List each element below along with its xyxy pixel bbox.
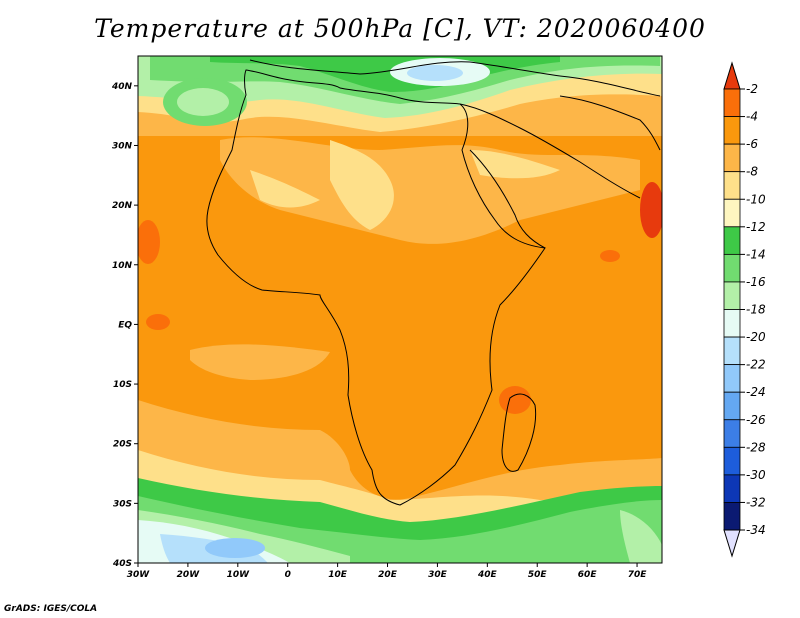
colorbar-label: -32 [746,495,766,509]
coastlines [206,59,661,506]
colorbar-segment [723,364,741,393]
y-tick-label: 30N [112,141,133,151]
colorbar-bottom-arrow [723,529,741,558]
plot-frame [137,55,663,564]
y-tick-label: 10S [113,380,132,390]
colorbar-label: -28 [746,440,766,454]
colorbar: -2 -4 -6 -8 -10 -12 -14 -16 -18 -20 -22 -24 -26 -28 -3… [723,61,766,558]
colorbar-label: -18 [746,303,766,317]
x-axis-ticks: 30W 20W 10W 0 10E 20E 30E 40E 50E 60E 70E [127,563,647,580]
colorbar-segment [723,502,741,531]
y-axis-ticks: 40N 30N 20N 10N EQ 10S 20S 30S 40S [111,82,138,569]
colorbar-label: -4 [746,110,758,124]
y-tick-label: 20S [113,440,132,450]
x-tick-label: 0 [285,570,291,580]
y-tick-label: EQ [118,320,132,330]
colorbar-segment [723,336,741,366]
x-tick-label: 60E [578,570,598,580]
colorbar-top-arrow [723,61,741,90]
colorbar-label: -2 [746,82,758,96]
colorbar-segment [723,391,741,421]
colorbar-segment [723,226,741,255]
x-tick-label: 70E [628,570,648,580]
colorbar-segment [723,198,741,228]
colorbar-label: -24 [746,385,766,399]
x-tick-label: 10E [328,570,348,580]
colorbar-label: -6 [746,137,758,151]
colorbar-segment [723,116,741,145]
x-tick-label: 30E [428,570,448,580]
x-tick-label: 20E [378,570,398,580]
colorbar-label: -22 [746,358,766,372]
x-tick-label: 50E [528,570,548,580]
x-tick-label: 10W [227,570,251,580]
temperature-field [138,56,662,563]
colorbar-segment [723,171,741,200]
colorbar-label: -8 [746,165,758,179]
colorbar-segment [723,143,741,173]
colorbar-segment [723,88,741,117]
map-title: Temperature at 500hPa [C], VT: 202006040… [94,14,706,43]
colorbar-label: -16 [746,275,766,289]
colorbar-label: -34 [746,523,766,537]
x-tick-label: 30W [127,570,151,580]
y-tick-label: 10N [112,261,133,271]
x-tick-label: 20W [177,570,201,580]
colorbar-label: -20 [746,330,766,344]
colorbar-label: -26 [746,413,766,427]
y-tick-label: 40N [111,82,133,92]
x-tick-label: 40E [477,570,498,580]
colorbar-label: -14 [746,247,766,261]
y-tick-label: 20N [112,201,133,211]
y-tick-label: 30S [113,499,132,509]
colorbar-segment [723,446,741,476]
colorbar-segment [723,419,741,448]
colorbar-segment [723,309,741,338]
colorbar-segment [723,281,741,310]
colorbar-label: -30 [746,468,766,482]
footer-credit: GrADS: IGES/COLA [4,604,98,614]
colorbar-segment [723,474,741,503]
colorbar-label: -10 [746,192,766,206]
y-tick-label: 40S [112,559,132,569]
colorbar-label: -12 [746,220,766,234]
colorbar-segment [723,253,741,283]
